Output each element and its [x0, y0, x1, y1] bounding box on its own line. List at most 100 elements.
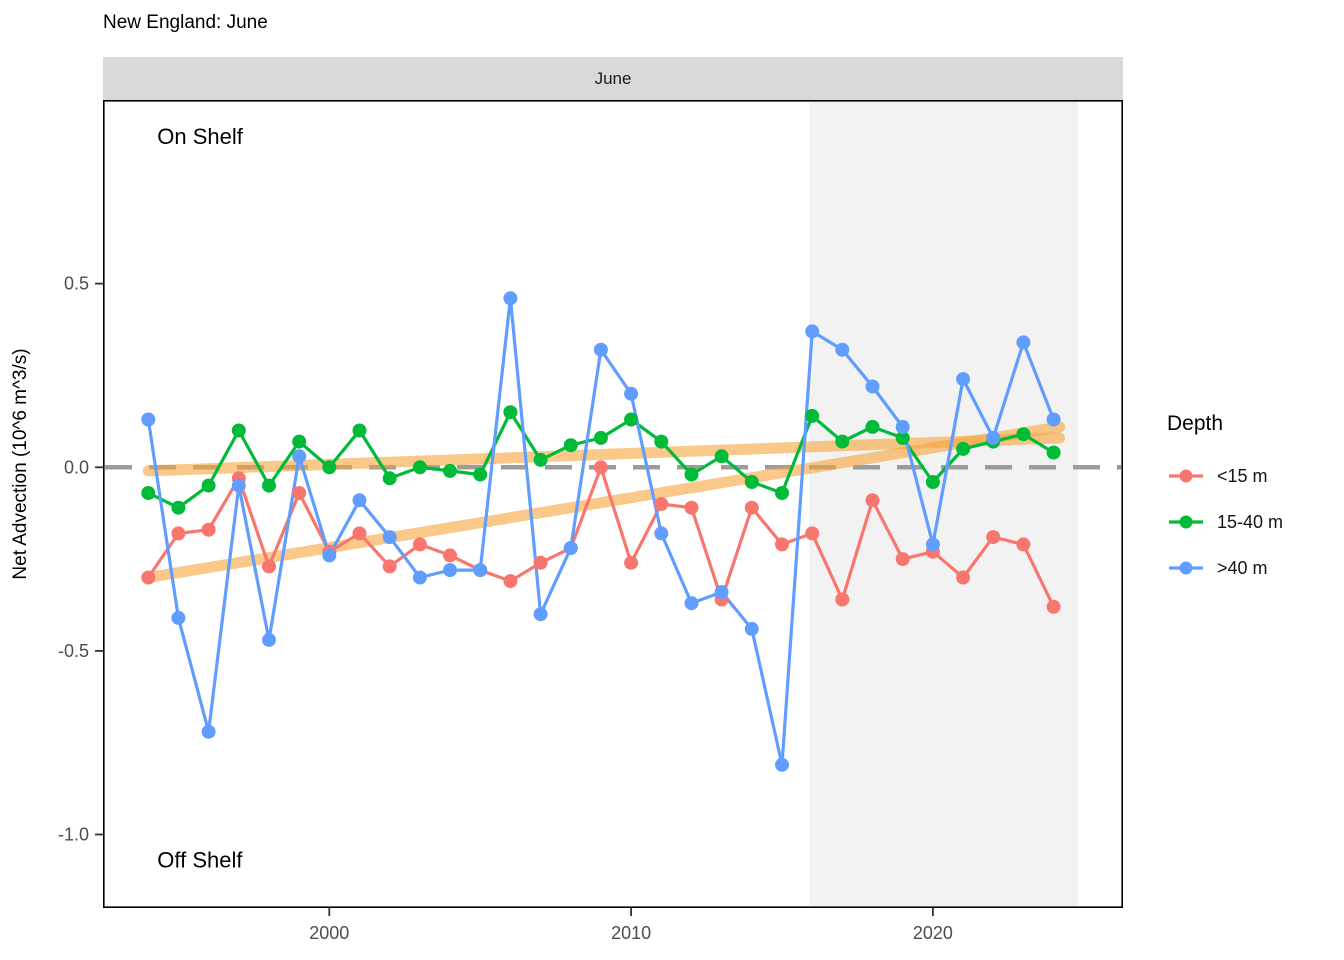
- chart-panel: 2000 2010 2020 0.5 0.0 -0.5 -1.0 On Shelf Off Sh…: [58, 100, 1124, 943]
- data-point-lt15m: [201, 522, 216, 537]
- data-point-gt40m: [171, 610, 186, 625]
- data-point-lt15m: [654, 497, 669, 511]
- data-point-15-40m: [805, 408, 820, 423]
- data-point-15-40m: [775, 486, 789, 500]
- data-point-15-40m: [322, 460, 337, 475]
- data-point-15-40m: [925, 475, 940, 489]
- shaded-region: [809, 102, 1078, 906]
- data-point-15-40m: [171, 500, 186, 515]
- data-point-gt40m: [986, 430, 1001, 445]
- data-point-lt15m: [171, 526, 186, 541]
- legend-item-label: 15-40 m: [1217, 511, 1284, 532]
- data-point-15-40m: [714, 449, 729, 464]
- data-point-gt40m: [292, 449, 307, 464]
- data-point-15-40m: [654, 434, 669, 449]
- legend-item-15-40m: 15-40 m: [1167, 506, 1283, 538]
- data-point-gt40m: [503, 291, 518, 306]
- legend-key-lt15m: [1169, 469, 1203, 483]
- y-tick-label: 0.0: [64, 457, 89, 477]
- data-point-gt40m: [1016, 335, 1031, 350]
- data-point-15-40m: [563, 438, 578, 453]
- data-point-gt40m: [382, 530, 397, 545]
- data-point-gt40m: [262, 632, 276, 647]
- data-point-15-40m: [744, 475, 759, 489]
- data-point-15-40m: [956, 441, 971, 456]
- legend: Depth <15 m 15-40 m >40 m: [1167, 412, 1283, 598]
- y-axis-title: Net Advection (10^6 m^3/s): [10, 348, 31, 580]
- data-point-lt15m: [986, 530, 1001, 545]
- data-point-gt40m: [533, 607, 548, 622]
- data-point-lt15m: [443, 548, 457, 563]
- facet-strip: June: [103, 57, 1123, 100]
- data-point-lt15m: [412, 537, 427, 552]
- data-point-lt15m: [382, 559, 397, 574]
- data-point-lt15m: [141, 570, 156, 585]
- y-tick-label: -1.0: [58, 825, 89, 845]
- annotation-on-shelf: On Shelf: [157, 124, 243, 149]
- data-point-lt15m: [593, 460, 608, 475]
- data-point-lt15m: [805, 526, 820, 541]
- data-point-15-40m: [231, 423, 246, 438]
- y-tick-label: -0.5: [58, 641, 89, 661]
- data-point-gt40m: [895, 419, 910, 434]
- page-title: New England: June: [103, 12, 268, 33]
- data-point-15-40m: [1046, 445, 1061, 460]
- data-point-15-40m: [141, 486, 156, 500]
- data-point-gt40m: [1046, 412, 1061, 427]
- data-point-15-40m: [201, 478, 216, 493]
- data-point-15-40m: [533, 452, 548, 467]
- data-point-15-40m: [443, 463, 457, 478]
- data-point-15-40m: [865, 419, 880, 434]
- data-point-lt15m: [503, 574, 518, 589]
- data-point-15-40m: [382, 471, 397, 486]
- data-point-gt40m: [412, 570, 427, 585]
- legend-items: <15 m 15-40 m >40 m: [1167, 460, 1283, 584]
- data-point-gt40m: [352, 493, 367, 508]
- annotation-off-shelf: Off Shelf: [157, 848, 243, 873]
- data-point-lt15m: [533, 555, 548, 570]
- data-point-lt15m: [262, 559, 276, 574]
- data-point-lt15m: [684, 500, 699, 515]
- legend-item-label: <15 m: [1217, 465, 1268, 486]
- data-point-lt15m: [835, 592, 850, 607]
- x-tick-label: 2010: [611, 923, 651, 943]
- data-point-gt40m: [443, 563, 457, 578]
- data-point-lt15m: [292, 486, 307, 500]
- data-point-lt15m: [775, 537, 789, 552]
- data-point-15-40m: [593, 430, 608, 445]
- data-point-lt15m: [956, 570, 971, 585]
- data-point-lt15m: [624, 555, 639, 570]
- data-point-gt40m: [654, 526, 669, 541]
- data-point-gt40m: [473, 563, 488, 578]
- legend-item-gt40m: >40 m: [1167, 552, 1283, 584]
- data-point-gt40m: [231, 478, 246, 493]
- data-point-gt40m: [141, 412, 156, 427]
- data-point-gt40m: [744, 621, 759, 636]
- data-point-lt15m: [1046, 599, 1061, 614]
- data-point-gt40m: [925, 537, 940, 552]
- data-point-lt15m: [744, 500, 759, 515]
- data-point-gt40m: [593, 342, 608, 357]
- legend-key-gt40m: [1169, 561, 1203, 575]
- legend-item-lt15m: <15 m: [1167, 460, 1283, 492]
- data-point-15-40m: [503, 405, 518, 420]
- data-point-15-40m: [624, 412, 639, 427]
- data-point-15-40m: [412, 460, 427, 475]
- data-point-gt40m: [322, 548, 337, 563]
- x-tick-label: 2020: [913, 923, 953, 943]
- data-point-gt40m: [684, 596, 699, 611]
- data-point-15-40m: [473, 467, 488, 482]
- data-point-gt40m: [563, 541, 578, 556]
- data-point-gt40m: [775, 757, 789, 772]
- data-point-lt15m: [865, 493, 880, 508]
- y-tick-label: 0.5: [64, 274, 89, 294]
- data-point-15-40m: [835, 434, 850, 449]
- data-point-15-40m: [895, 430, 910, 445]
- data-point-15-40m: [1016, 427, 1031, 442]
- legend-title: Depth: [1167, 412, 1224, 435]
- data-point-gt40m: [714, 585, 729, 600]
- data-point-gt40m: [201, 724, 216, 739]
- data-point-15-40m: [262, 478, 276, 493]
- data-point-gt40m: [835, 342, 850, 357]
